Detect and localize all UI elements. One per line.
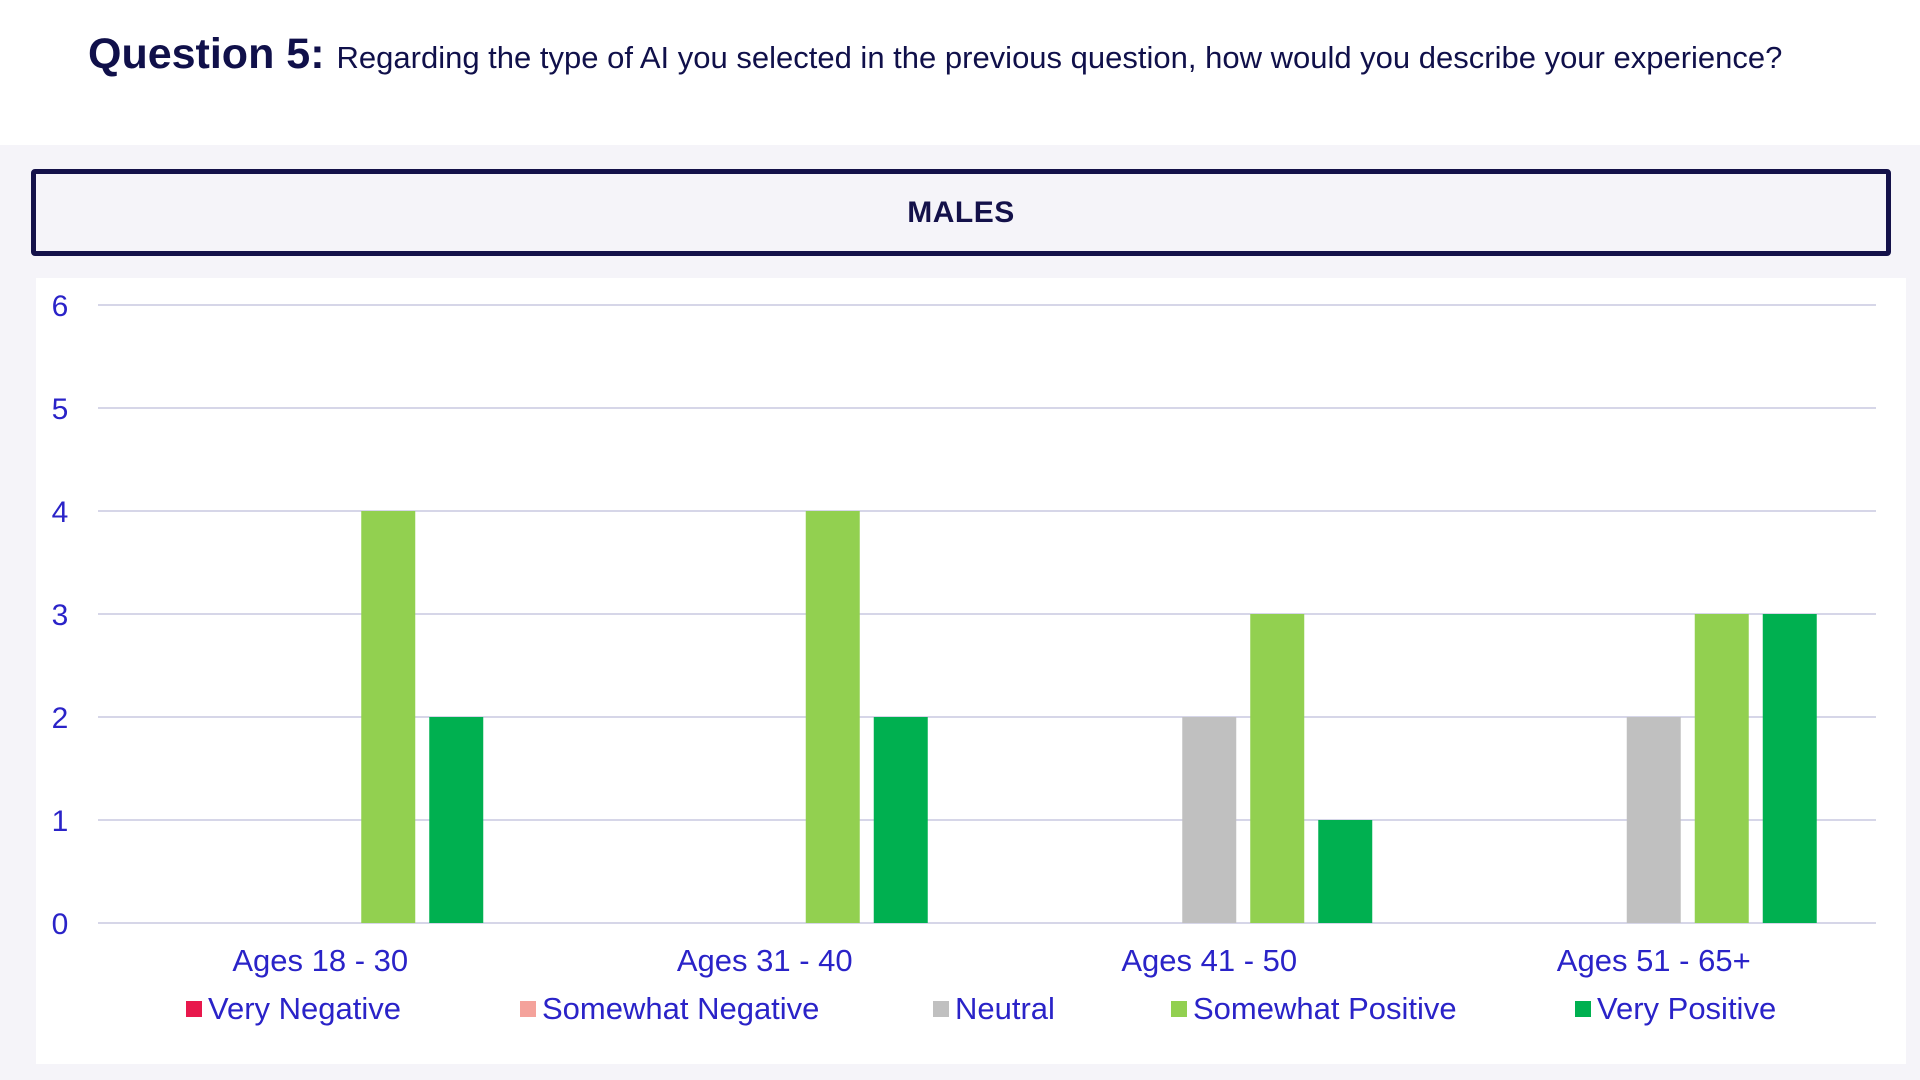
group-banner-label: MALES	[907, 195, 1015, 229]
legend-swatch-somewhat-positive	[1171, 1001, 1187, 1017]
y-tick-label-2: 2	[52, 702, 69, 735]
legend-label-neutral: Neutral	[955, 991, 1055, 1026]
bar-somewhat-positive-2	[805, 511, 860, 923]
legend-swatch-very-positive	[1575, 1001, 1591, 1017]
y-tick-label-1: 1	[52, 805, 69, 838]
x-category-label: Ages 31 - 40	[677, 943, 853, 978]
legend-label-somewhat-negative: Somewhat Negative	[542, 991, 819, 1026]
x-category-label: Ages 41 - 50	[1121, 943, 1297, 978]
question-text: Regarding the type of AI you selected in…	[336, 40, 1783, 75]
x-category-label: Ages 18 - 30	[232, 943, 408, 978]
group-banner: MALES	[31, 169, 1891, 256]
bar-chart: 0 1 2 3 4 5 6 Ages 18 - 30 Ages 31 - 40 Ages 41 -…	[52, 290, 1876, 1026]
chart-area: 0 1 2 3 4 5 6 Ages 18 - 30 Ages 31 - 40 Ages 41 -…	[36, 278, 1906, 1064]
question-title: Question 5: Regarding the type of AI you …	[88, 30, 1782, 79]
y-tick-label-4: 4	[52, 496, 69, 529]
legend-swatch-somewhat-negative	[520, 1001, 536, 1017]
y-tick-label-5: 5	[52, 393, 69, 426]
bar-very-positive-1	[429, 717, 484, 923]
legend-label-somewhat-positive: Somewhat Positive	[1193, 991, 1457, 1026]
question-header: Question 5: Regarding the type of AI you …	[0, 0, 1920, 145]
question-label: Question 5:	[88, 30, 325, 78]
y-tick-label-6: 6	[52, 290, 69, 323]
legend-label-very-positive: Very Positive	[1597, 991, 1776, 1026]
x-category-label: Ages 51 - 65+	[1557, 943, 1751, 978]
bar-very-positive-4	[1762, 614, 1817, 923]
bar-neutral-4	[1626, 717, 1681, 923]
bar-very-positive-2	[873, 717, 928, 923]
bar-somewhat-positive-4	[1694, 614, 1749, 923]
bar-neutral-3	[1182, 717, 1237, 923]
bar-somewhat-positive-1	[361, 511, 416, 923]
bar-somewhat-positive-3	[1250, 614, 1305, 923]
legend-label-very-negative: Very Negative	[208, 991, 401, 1026]
bar-very-positive-3	[1318, 820, 1373, 923]
y-tick-label-0: 0	[52, 908, 69, 941]
y-tick-label-3: 3	[52, 599, 69, 632]
legend-swatch-very-negative	[186, 1001, 202, 1017]
legend-swatch-neutral	[933, 1001, 949, 1017]
